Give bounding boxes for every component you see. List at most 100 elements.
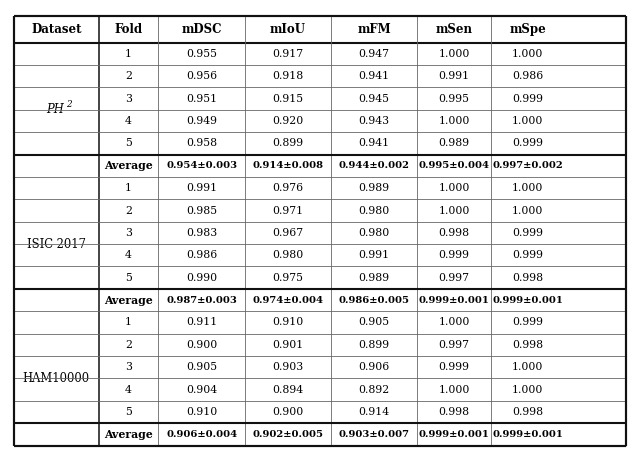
Text: 0.998: 0.998 [512,407,543,417]
Text: 0.954±0.003: 0.954±0.003 [166,161,237,170]
Text: 1.000: 1.000 [438,318,470,328]
Text: 0.899: 0.899 [272,138,303,149]
Text: 0.999±0.001: 0.999±0.001 [419,296,490,304]
Text: 5: 5 [125,138,132,149]
Text: 0.910: 0.910 [186,407,217,417]
Text: 0.901: 0.901 [272,340,303,350]
Text: 1.000: 1.000 [438,183,470,193]
Text: 1.000: 1.000 [512,385,543,394]
Text: mIoU: mIoU [270,23,306,36]
Text: HAM10000: HAM10000 [23,372,90,385]
Text: mSpe: mSpe [509,23,546,36]
Text: 0.976: 0.976 [272,183,303,193]
Text: 0.971: 0.971 [272,206,303,216]
Text: 3: 3 [125,94,132,104]
Text: 2: 2 [66,101,72,109]
Text: mFM: mFM [357,23,391,36]
Text: 0.998: 0.998 [438,407,470,417]
Text: 0.902±0.005: 0.902±0.005 [252,430,323,439]
Text: 0.941: 0.941 [358,138,390,149]
Text: 2: 2 [125,206,132,216]
Text: 0.998: 0.998 [512,273,543,283]
Text: 0.894: 0.894 [272,385,303,394]
Text: ISIC 2017: ISIC 2017 [27,238,86,250]
Text: 4: 4 [125,250,132,260]
Text: 1.000: 1.000 [512,362,543,372]
Text: 0.905: 0.905 [358,318,390,328]
Text: 1.000: 1.000 [438,206,470,216]
Text: 0.991: 0.991 [438,71,470,81]
Text: 0.945: 0.945 [358,94,390,104]
Text: 0.997: 0.997 [438,340,470,350]
Text: 0.986: 0.986 [186,250,217,260]
Text: 1: 1 [125,183,132,193]
Text: 0.998: 0.998 [512,340,543,350]
Text: 0.943: 0.943 [358,116,390,126]
Text: 0.910: 0.910 [272,318,303,328]
Text: 1: 1 [125,49,132,59]
Text: 0.911: 0.911 [186,318,217,328]
Text: 0.985: 0.985 [186,206,217,216]
Text: 0.958: 0.958 [186,138,217,149]
Text: 0.989: 0.989 [358,183,390,193]
Text: 0.995: 0.995 [438,94,470,104]
Text: 0.980: 0.980 [272,250,303,260]
Text: Average: Average [104,160,153,171]
Text: 0.949: 0.949 [186,116,217,126]
Text: 0.914±0.008: 0.914±0.008 [252,161,323,170]
Text: 0.999: 0.999 [512,250,543,260]
Text: 0.986: 0.986 [512,71,543,81]
Text: 0.999: 0.999 [512,138,543,149]
Text: mDSC: mDSC [181,23,222,36]
Text: 0.999: 0.999 [438,250,470,260]
Text: 2: 2 [125,71,132,81]
Text: 0.991: 0.991 [186,183,217,193]
Text: Fold: Fold [115,23,143,36]
Text: 1.000: 1.000 [438,385,470,394]
Text: 0.987±0.003: 0.987±0.003 [166,296,237,304]
Text: 0.899: 0.899 [358,340,390,350]
Text: 0.989: 0.989 [438,138,470,149]
Text: 2: 2 [125,340,132,350]
Text: Average: Average [104,295,153,306]
Text: 0.914: 0.914 [358,407,390,417]
Text: 0.906: 0.906 [358,362,390,372]
Text: 1: 1 [125,318,132,328]
Text: 0.900: 0.900 [272,407,303,417]
Text: 1.000: 1.000 [438,49,470,59]
Text: 0.980: 0.980 [358,228,390,238]
Text: 0.975: 0.975 [273,273,303,283]
Text: 0.986±0.005: 0.986±0.005 [339,296,410,304]
Text: 3: 3 [125,228,132,238]
Text: 0.998: 0.998 [438,228,470,238]
Text: 0.903±0.007: 0.903±0.007 [339,430,410,439]
Text: 1.000: 1.000 [512,183,543,193]
Text: 5: 5 [125,273,132,283]
Text: 0.905: 0.905 [186,362,217,372]
Text: 0.917: 0.917 [272,49,303,59]
Text: 4: 4 [125,385,132,394]
Text: 0.991: 0.991 [358,250,390,260]
Text: 1.000: 1.000 [438,116,470,126]
Text: 0.983: 0.983 [186,228,217,238]
Text: 0.903: 0.903 [272,362,303,372]
Text: 0.900: 0.900 [186,340,217,350]
Text: 0.997: 0.997 [438,273,470,283]
Text: 0.974±0.004: 0.974±0.004 [252,296,323,304]
Text: 5: 5 [125,407,132,417]
Text: 0.990: 0.990 [186,273,217,283]
Text: 0.904: 0.904 [186,385,217,394]
Text: 0.967: 0.967 [272,228,303,238]
Text: 0.955: 0.955 [186,49,217,59]
Text: 0.999: 0.999 [512,94,543,104]
Text: 4: 4 [125,116,132,126]
Text: 0.956: 0.956 [186,71,217,81]
Text: 0.951: 0.951 [186,94,217,104]
Text: 0.944±0.002: 0.944±0.002 [339,161,410,170]
Text: 0.999: 0.999 [512,318,543,328]
Text: 0.989: 0.989 [358,273,390,283]
Text: 0.997±0.002: 0.997±0.002 [492,161,563,170]
Text: 0.918: 0.918 [272,71,303,81]
Text: 0.892: 0.892 [358,385,390,394]
Text: 0.999: 0.999 [512,228,543,238]
